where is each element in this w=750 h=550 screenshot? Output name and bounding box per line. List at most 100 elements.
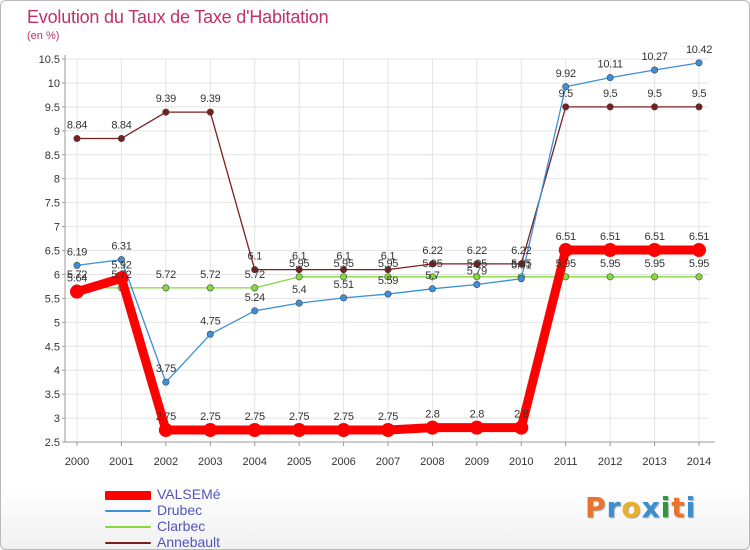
data-point [340, 294, 348, 302]
data-label-layer: 8.84 8.84 9.39 9.39 6.1 6.1 6.1 6.1 6.22 6.22 6.22… [67, 44, 713, 423]
legend-item: Clarbec [105, 518, 305, 535]
data-label: 10.27 [642, 51, 668, 63]
data-label: 9.5 [603, 88, 618, 100]
data-point [384, 266, 392, 274]
data-label: 9.5 [692, 88, 707, 100]
x-tick-label: 2014 [687, 456, 711, 468]
data-label: 5.95 [289, 258, 309, 270]
data-point [695, 273, 703, 281]
y-tick-label: 10 [48, 78, 60, 90]
data-point [295, 266, 303, 274]
legend-label: Clarbec [157, 518, 206, 534]
data-label: 5.95 [378, 258, 398, 270]
data-point [428, 260, 436, 268]
data-label: 5.95 [467, 258, 487, 270]
logo-letter: i [660, 491, 672, 524]
data-label: 4.75 [200, 315, 220, 327]
data-label: 5.79 [467, 265, 487, 277]
logo-letter: x [641, 491, 661, 524]
data-point [695, 103, 703, 111]
data-label: 2.8 [514, 409, 529, 421]
data-label: 6.19 [67, 246, 87, 258]
legend-item: Annebault [105, 534, 305, 550]
logo-letter: o [621, 491, 642, 524]
data-label: 5.92 [111, 259, 131, 271]
data-point [203, 423, 218, 438]
data-label: 5.72 [111, 269, 131, 281]
data-point [336, 423, 351, 438]
data-point [558, 243, 573, 258]
data-label: 6.51 [689, 231, 709, 243]
data-point [251, 266, 259, 274]
y-tick-label: 7.5 [45, 198, 60, 210]
data-label: 6.51 [600, 231, 620, 243]
y-tick-label: 8.5 [45, 150, 60, 162]
data-point [517, 275, 525, 283]
data-label: 5.51 [333, 279, 353, 291]
data-point [695, 59, 703, 67]
data-label: 6.1 [292, 251, 307, 263]
data-label: 5.4 [292, 284, 307, 296]
x-tick-label: 2006 [331, 456, 355, 468]
data-label: 5.91 [511, 260, 531, 272]
data-label: 6.1 [336, 251, 351, 263]
data-point [117, 256, 125, 264]
data-label: 5.95 [644, 258, 664, 270]
logo-letter: t [671, 491, 686, 524]
data-point [251, 284, 259, 292]
data-point [70, 284, 84, 299]
data-point [473, 280, 481, 288]
data-point [651, 103, 659, 111]
data-point [206, 330, 214, 338]
x-tick-label: 2013 [642, 456, 666, 468]
data-point [251, 307, 259, 315]
data-point [473, 260, 481, 268]
logo-letter: i [685, 491, 697, 524]
data-label: 5.95 [511, 258, 531, 270]
data-label: 2.75 [333, 411, 353, 423]
data-point [428, 273, 436, 281]
data-point [73, 261, 81, 269]
data-point [384, 273, 392, 281]
y-tick-label: 9.5 [45, 102, 60, 114]
legend-swatch [105, 542, 151, 544]
data-point [562, 103, 570, 111]
data-label: 2.75 [245, 411, 265, 423]
data-label: 5.95 [689, 258, 709, 270]
data-label: 9.5 [647, 88, 662, 100]
y-tick-label: 8 [54, 174, 60, 186]
data-point [606, 74, 614, 82]
axis-layer: 2.5 3 3.5 4 4.5 5 5.5 6 6.5 7 7.5 8 8.5 9 9.5 10 10.5 200… [39, 54, 715, 468]
data-label: 5.72 [245, 269, 265, 281]
x-tick-label: 2011 [554, 456, 578, 468]
data-point [647, 243, 662, 258]
y-tick-label: 4 [54, 365, 60, 377]
legend-label: Annebault [157, 534, 221, 550]
proxiti-logo: Proxiti [585, 491, 696, 524]
data-point [114, 271, 129, 286]
data-label: 6.51 [644, 231, 664, 243]
data-point [340, 266, 348, 274]
data-point [606, 273, 614, 281]
x-tick-label: 2000 [65, 456, 89, 468]
legend-swatch [105, 526, 151, 528]
data-point [381, 423, 395, 438]
data-point [162, 378, 170, 386]
data-point [384, 290, 392, 298]
data-point [428, 285, 436, 293]
legend: VALSEMé Drubec Clarbec Annebault [105, 486, 305, 550]
y-tick-label: 5.5 [45, 293, 60, 305]
data-label: 9.39 [200, 93, 220, 105]
data-label: 6.31 [111, 241, 131, 253]
chart-title: Evolution du Taux de Taxe d'Habitation [27, 7, 329, 27]
data-point [469, 420, 484, 435]
x-tick-label: 2001 [109, 456, 133, 468]
x-tick-label: 2012 [598, 456, 622, 468]
data-label: 5.95 [556, 258, 576, 270]
x-tick-label: 2008 [420, 456, 444, 468]
x-tick-label: 2005 [287, 456, 311, 468]
data-point [603, 243, 618, 258]
data-label: 2.75 [156, 411, 176, 423]
data-point [514, 420, 529, 435]
x-tick-label: 2002 [154, 456, 178, 468]
